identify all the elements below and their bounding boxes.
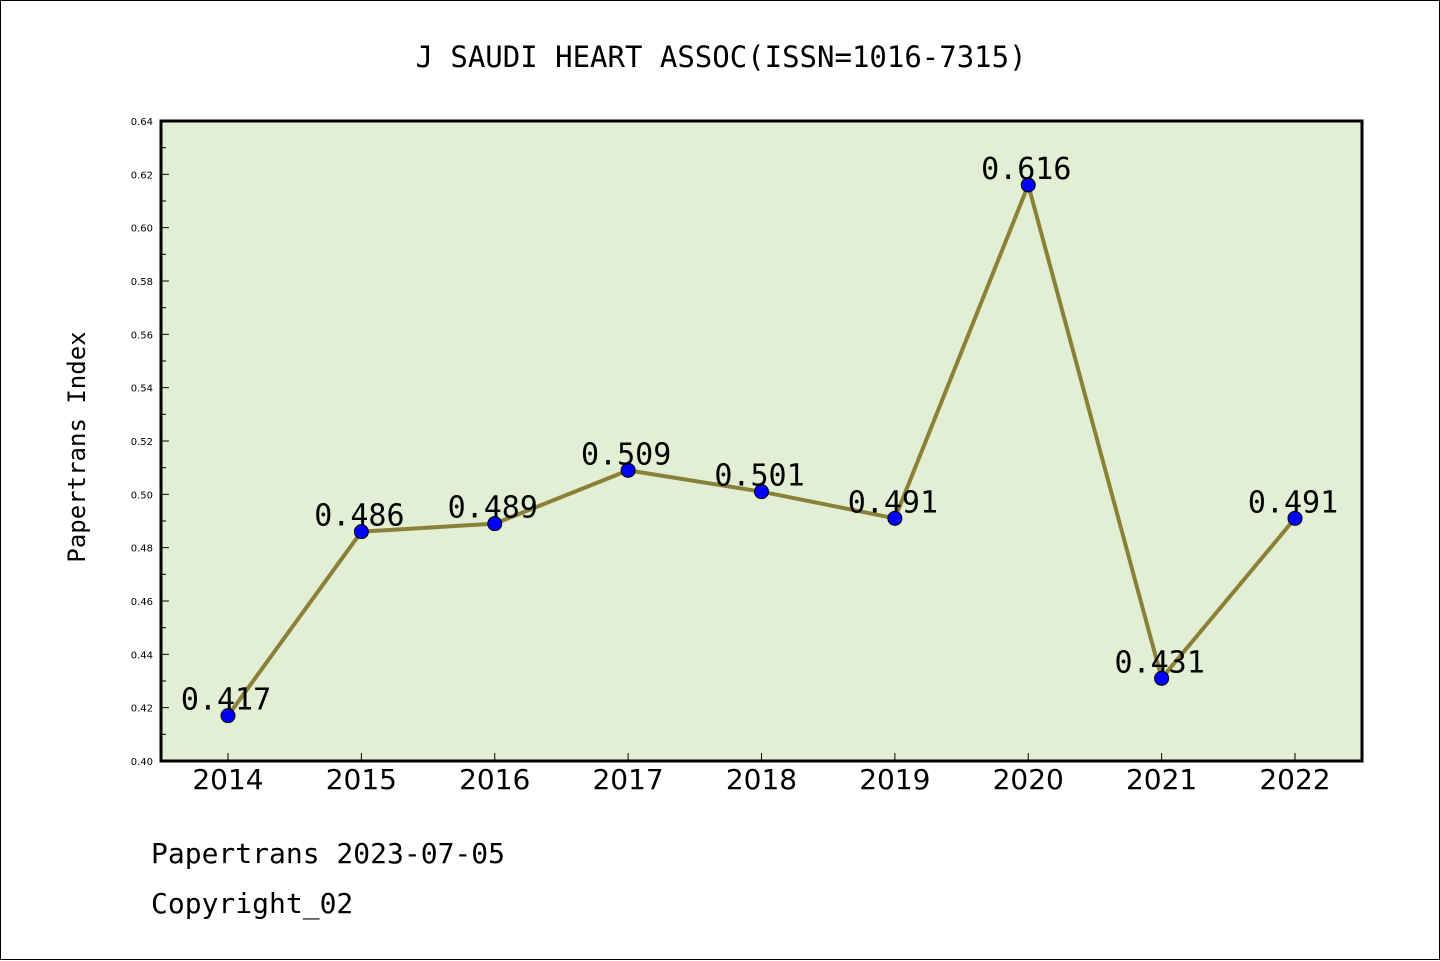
x-tick-label: 2018 <box>726 763 797 796</box>
data-label: 0.491 <box>848 485 938 520</box>
x-tick-label: 2017 <box>592 763 663 796</box>
y-tick-label: 0.48 <box>131 544 153 555</box>
x-tick-label: 2021 <box>1126 763 1197 796</box>
y-tick-label: 0.46 <box>131 597 153 608</box>
y-tick-label: 0.40 <box>131 757 153 768</box>
y-axis: 0.40 0.42 0.44 0.46 0.48 0.50 0.52 0.54 0.56 0.58… <box>131 117 169 768</box>
footer-copyright: Copyright_02 <box>151 887 354 920</box>
y-tick-label: 0.58 <box>131 277 153 288</box>
y-axis-label: Papertrans Index <box>63 331 91 562</box>
data-label: 0.489 <box>448 491 538 526</box>
data-label: 0.431 <box>1114 645 1204 680</box>
data-label: 0.501 <box>714 459 804 494</box>
data-point <box>1287 510 1303 526</box>
y-tick-label: 0.62 <box>131 170 153 181</box>
y-tick-label: 0.64 <box>131 117 153 128</box>
x-tick-label: 2014 <box>192 763 263 796</box>
data-point <box>353 524 369 540</box>
data-point <box>887 510 903 526</box>
data-point <box>1020 177 1036 193</box>
data-point <box>1154 670 1170 686</box>
chart-title: J SAUDI HEART ASSOC(ISSN=1016-7315) <box>415 40 1026 74</box>
y-tick-label: 0.42 <box>131 704 153 715</box>
y-tick-label: 0.56 <box>131 330 153 341</box>
x-tick-label: 2020 <box>993 763 1064 796</box>
y-tick-label: 0.54 <box>131 384 153 395</box>
x-tick-label: 2015 <box>326 763 397 796</box>
data-point <box>220 708 236 724</box>
data-label: 0.417 <box>181 683 271 718</box>
data-label: 0.486 <box>314 499 404 534</box>
x-tick-label: 2019 <box>859 763 930 796</box>
footer-date: Papertrans 2023-07-05 <box>151 837 506 870</box>
x-tick-label: 2022 <box>1259 763 1330 796</box>
data-label: 0.509 <box>581 437 671 472</box>
y-tick-label: 0.52 <box>131 437 153 448</box>
data-labels: 0.417 0.486 0.489 0.509 0.501 0.491 0.616 0.431… <box>181 152 1338 718</box>
x-axis: 2014 2015 2016 2017 2018 2019 2020 2021 2022 <box>192 753 1331 796</box>
data-label: 0.491 <box>1248 485 1338 520</box>
y-tick-label: 0.60 <box>131 224 153 235</box>
data-point <box>620 462 636 478</box>
plot-area <box>159 119 1364 763</box>
series-papertrans-index <box>220 177 1303 724</box>
y-tick-label: 0.50 <box>131 490 153 501</box>
data-point <box>754 484 769 500</box>
data-point <box>487 516 503 532</box>
data-label: 0.616 <box>981 152 1071 187</box>
x-tick-label: 2016 <box>459 763 530 796</box>
y-tick-label: 0.44 <box>131 650 153 661</box>
